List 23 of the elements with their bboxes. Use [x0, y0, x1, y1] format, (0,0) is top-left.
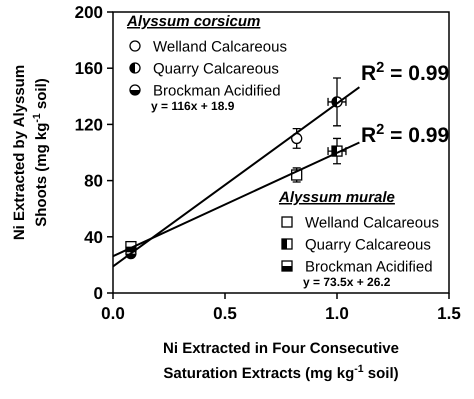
y-tick-label: 120 [74, 115, 103, 134]
y-tick-label: 40 [84, 228, 103, 247]
annotation: y = 116x + 18.9 [151, 99, 235, 113]
annotation: R$^{2}$ = 0.99 [361, 122, 450, 147]
y-tick-label: 160 [74, 59, 103, 78]
x-tick-label: 0.0 [101, 304, 125, 323]
y-tick-label: 80 [84, 172, 103, 191]
y-tick-label: 0 [94, 284, 103, 303]
x-axis-title: Ni Extracted in Four Consecutive Saturation Extracts (mg kg$^{-1}$ soil) [163, 340, 399, 382]
legend-label: Quarry Calcareous [153, 60, 279, 78]
legend-label: Quarry Calcareous [305, 236, 431, 254]
legend-label: Welland Calcareous [153, 38, 287, 56]
annotation: R$^{2}$ = 0.99 [361, 60, 450, 85]
annotation: y = 73.5x + 26.2 [303, 275, 391, 289]
x-tick-label: 1.5 [437, 304, 461, 323]
y-tick-label: 200 [74, 2, 103, 22]
annotation: Alyssum murale [278, 189, 395, 206]
legend-label: Brockman Acidified [153, 82, 281, 100]
x-tick-label: 1.0 [325, 304, 349, 323]
annotation: Alyssum corsicum [126, 13, 260, 30]
legend-label: Brockman Acidified [305, 258, 433, 276]
x-tick-label: 0.5 [213, 304, 237, 323]
legend-label: Welland Calcareous [305, 214, 439, 232]
